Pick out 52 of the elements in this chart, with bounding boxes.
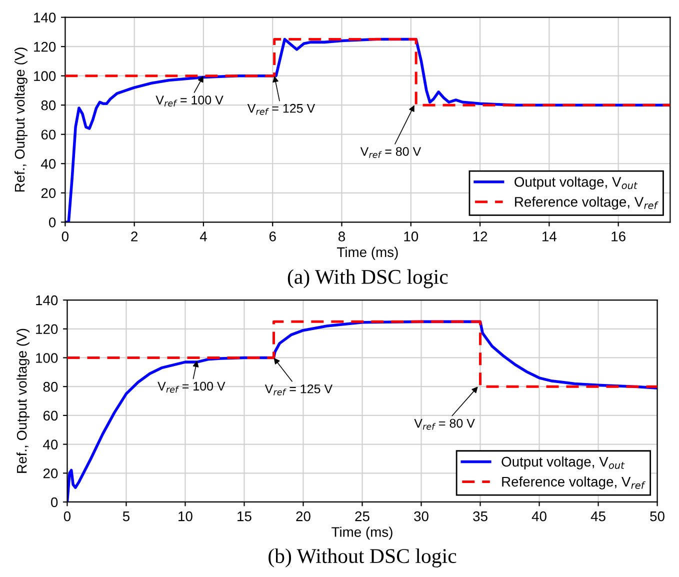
y-tick-label: 60 (43, 410, 58, 421)
legend-label: Output voltage, V$_{out}$ (502, 456, 625, 470)
x-tick-label: 0 (62, 232, 69, 242)
x-tick-label: 45 (590, 512, 606, 522)
x-tick-label: 10 (404, 232, 418, 242)
y-tick-label: 60 (41, 130, 56, 140)
y-axis-title: Ref., Output voltage (V) (14, 48, 28, 192)
y-tick-label: 40 (43, 440, 58, 450)
annotation: V$_{ref}$ = 100 V (158, 382, 226, 393)
y-tick-label: 140 (34, 12, 56, 22)
x-tick-label: 0 (64, 511, 71, 522)
x-tick-label: 2 (131, 232, 138, 242)
x-tick-label: 40 (532, 511, 546, 522)
x-axis-title: Time (ms) (332, 526, 392, 540)
x-tick-label: 35 (473, 511, 488, 522)
x-tick-label: 50 (650, 511, 664, 522)
y-tick-label: 120 (34, 42, 56, 52)
y-tick-label: 80 (43, 382, 58, 392)
x-tick-label: 8 (338, 232, 346, 242)
legend-label: Reference voltage, V$_{ref}$ (502, 476, 646, 490)
annotation: V$_{ref}$ = 80 V (414, 418, 475, 430)
y-tick-label: 20 (43, 468, 58, 478)
y-axis-title: Ref., Output voltage (V) (16, 328, 30, 473)
x-tick-label: 30 (414, 511, 428, 522)
y-tick-label: 100 (36, 353, 58, 363)
x-tick-label: 16 (612, 232, 626, 242)
legend-label: Reference voltage, V$_{ref}$ (515, 196, 658, 210)
y-tick-label: 140 (36, 295, 58, 306)
x-tick-label: 20 (296, 511, 310, 522)
text: (b) Without DSC logic (268, 548, 456, 568)
x-tick-label: 25 (355, 511, 370, 522)
x-tick-label: 10 (178, 511, 192, 522)
y-tick-label: 120 (36, 324, 58, 334)
y-tick-label: 0 (48, 217, 56, 228)
x-axis-title: Time (ms) (337, 246, 398, 260)
x-tick-label: 5 (122, 512, 130, 522)
annotation: V$_{ref}$ = 100 V (156, 96, 224, 106)
x-tick-label: 15 (238, 512, 252, 522)
legend-label: Output voltage, V$_{out}$ (514, 176, 638, 190)
y-tick-label: 0 (51, 497, 58, 508)
x-tick-label: 4 (200, 232, 207, 242)
text: (a) With DSC logic (288, 269, 448, 288)
x-tick-label: 12 (473, 232, 488, 242)
x-tick-label: 6 (269, 232, 276, 242)
y-tick-label: 80 (41, 100, 56, 110)
annotation: V$_{ref}$ = 80 V (360, 147, 422, 158)
y-tick-label: 40 (41, 158, 56, 169)
x-tick-label: 14 (542, 232, 556, 242)
annotation: V$_{ref}$ = 125 V (247, 104, 316, 115)
y-tick-label: 20 (41, 188, 56, 198)
annotation: V$_{ref}$ = 125 V (264, 384, 333, 396)
y-tick-label: 100 (34, 71, 56, 82)
